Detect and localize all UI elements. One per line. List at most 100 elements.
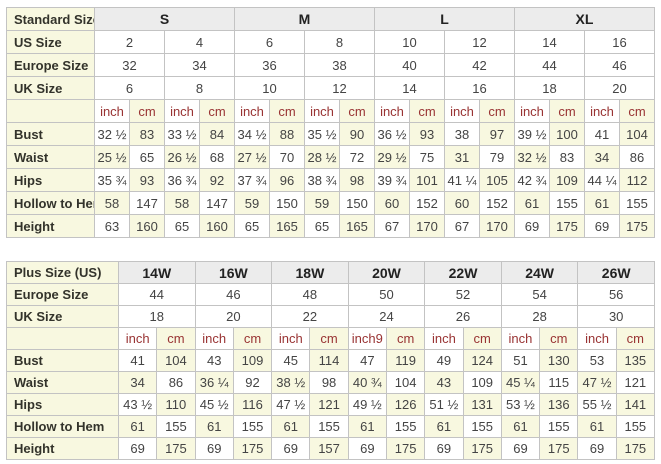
measurement-value-cell: 61 bbox=[424, 415, 464, 438]
unit-header-cell: inch bbox=[514, 99, 550, 123]
measurement-value-cell: 104 bbox=[385, 371, 426, 394]
unit-header-cell: inch bbox=[444, 99, 480, 123]
size-value-cell: 28 bbox=[500, 305, 579, 328]
unit-header-cell: cm bbox=[199, 99, 235, 123]
measurement-value-cell: 43 ½ bbox=[117, 393, 158, 416]
measurement-value-cell: 51 ½ bbox=[424, 393, 464, 416]
measurement-value-cell: 79 bbox=[479, 145, 515, 169]
measurement-value-cell: 69 bbox=[500, 437, 541, 460]
measurement-value-cell: 175 bbox=[619, 214, 655, 238]
size-value-cell: 6 bbox=[94, 76, 165, 100]
measurement-value-cell: 45 bbox=[271, 349, 311, 372]
size-value-cell: 26 bbox=[424, 305, 502, 328]
measurement-value-cell: 65 bbox=[304, 214, 340, 238]
measurement-value-cell: 34 bbox=[117, 371, 158, 394]
row-label: Height bbox=[6, 214, 95, 238]
measurement-value-cell: 41 ¼ bbox=[444, 168, 480, 192]
size-value-cell: 46 bbox=[584, 53, 655, 77]
size-value-cell: 44 bbox=[514, 53, 585, 77]
standard-size-table: Standard Size S M L XL US Size 2 4 6 8 10 12 14 16 Eur… bbox=[6, 7, 655, 238]
measurement-value-cell: 27 ½ bbox=[234, 145, 270, 169]
unit-header-cell: inch bbox=[577, 327, 617, 350]
unit-header-cell: cm bbox=[409, 99, 445, 123]
unit-header-cell: inch bbox=[424, 327, 464, 350]
measurement-value-cell: 121 bbox=[615, 371, 656, 394]
measurement-value-cell: 136 bbox=[539, 393, 579, 416]
unit-header-cell: cm bbox=[129, 99, 165, 123]
size-value-cell: 30 bbox=[577, 305, 655, 328]
measurement-value-cell: 150 bbox=[269, 191, 305, 215]
row-label: UK Size bbox=[6, 76, 95, 100]
measurement-value-cell: 155 bbox=[619, 191, 655, 215]
size-group-header: S bbox=[94, 7, 235, 31]
measurement-value-cell: 69 bbox=[117, 437, 158, 460]
measurement-value-cell: 98 bbox=[309, 371, 349, 394]
measurement-value-cell: 29 ½ bbox=[374, 145, 410, 169]
measurement-value-cell: 175 bbox=[232, 437, 273, 460]
measurement-value-cell: 59 bbox=[304, 191, 340, 215]
measurement-value-cell: 175 bbox=[462, 437, 502, 460]
size-value-cell: 38 bbox=[304, 53, 375, 77]
row-label: US Size bbox=[6, 30, 95, 54]
measurement-value-cell: 47 ½ bbox=[271, 393, 311, 416]
size-value-cell: 24 bbox=[347, 305, 426, 328]
unit-row-spacer-cell bbox=[6, 99, 95, 123]
size-value-cell: 54 bbox=[500, 283, 579, 306]
measurement-value-cell: 38 ¾ bbox=[304, 168, 340, 192]
measurement-value-cell: 25 ½ bbox=[94, 145, 130, 169]
size-value-cell: 10 bbox=[234, 76, 305, 100]
measurement-value-cell: 69 bbox=[577, 437, 617, 460]
measurement-value-cell: 43 bbox=[424, 371, 464, 394]
measurement-value-cell: 69 bbox=[514, 214, 550, 238]
corner-label: Plus Size (US) bbox=[6, 261, 119, 284]
size-value-cell: 20 bbox=[194, 305, 273, 328]
measurement-value-cell: 69 bbox=[424, 437, 464, 460]
measurement-value-cell: 35 ½ bbox=[304, 122, 340, 146]
measurement-value-cell: 175 bbox=[156, 437, 196, 460]
unit-header-cell: inch bbox=[271, 327, 311, 350]
measurement-value-cell: 170 bbox=[479, 214, 515, 238]
measurement-value-cell: 155 bbox=[385, 415, 426, 438]
measurement-value-cell: 83 bbox=[549, 145, 585, 169]
measurement-value-cell: 61 bbox=[514, 191, 550, 215]
measurement-value-cell: 61 bbox=[577, 415, 617, 438]
unit-header-cell: inch bbox=[164, 99, 200, 123]
measurement-value-cell: 68 bbox=[199, 145, 235, 169]
size-value-cell: 12 bbox=[444, 30, 515, 54]
measurement-value-cell: 126 bbox=[385, 393, 426, 416]
measurement-value-cell: 86 bbox=[156, 371, 196, 394]
measurement-value-cell: 61 bbox=[271, 415, 311, 438]
size-group-header: M bbox=[234, 7, 375, 31]
measurement-value-cell: 61 bbox=[194, 415, 234, 438]
size-value-cell: 18 bbox=[514, 76, 585, 100]
measurement-value-cell: 109 bbox=[549, 168, 585, 192]
row-label: Bust bbox=[6, 349, 119, 372]
measurement-value-cell: 160 bbox=[199, 214, 235, 238]
measurement-value-cell: 60 bbox=[444, 191, 480, 215]
unit-header-cell: cm bbox=[615, 327, 656, 350]
measurement-value-cell: 84 bbox=[199, 122, 235, 146]
size-value-cell: 14 bbox=[514, 30, 585, 54]
unit-header-cell: inch bbox=[94, 99, 130, 123]
row-label: Europe Size bbox=[6, 283, 119, 306]
unit-header-cell: cm bbox=[309, 327, 349, 350]
row-label: Waist bbox=[6, 371, 119, 394]
measurement-value-cell: 70 bbox=[269, 145, 305, 169]
measurement-value-cell: 61 bbox=[347, 415, 387, 438]
unit-header-cell: inch9 bbox=[347, 327, 387, 350]
size-value-cell: 50 bbox=[347, 283, 426, 306]
measurement-value-cell: 155 bbox=[309, 415, 349, 438]
measurement-value-cell: 65 bbox=[129, 145, 165, 169]
measurement-value-cell: 72 bbox=[339, 145, 375, 169]
measurement-value-cell: 83 bbox=[129, 122, 165, 146]
measurement-value-cell: 98 bbox=[339, 168, 375, 192]
measurement-value-cell: 100 bbox=[549, 122, 585, 146]
row-label: Height bbox=[6, 437, 119, 460]
measurement-value-cell: 69 bbox=[584, 214, 620, 238]
measurement-value-cell: 38 ½ bbox=[271, 371, 311, 394]
unit-header-cell: cm bbox=[462, 327, 502, 350]
measurement-value-cell: 32 ½ bbox=[514, 145, 550, 169]
size-value-cell: 10 bbox=[374, 30, 445, 54]
measurement-value-cell: 43 bbox=[194, 349, 234, 372]
size-value-cell: 46 bbox=[194, 283, 273, 306]
